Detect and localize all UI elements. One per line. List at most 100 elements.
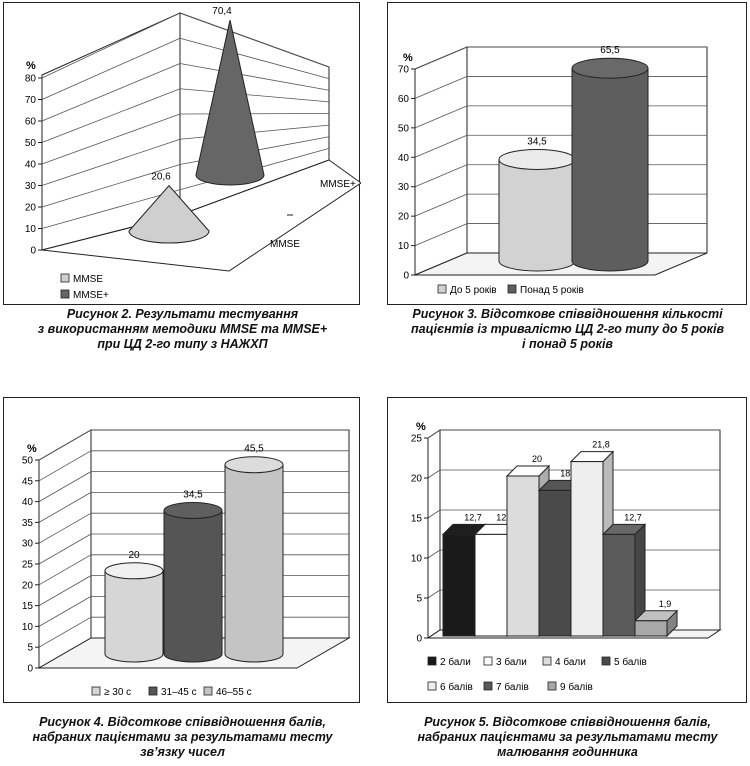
caption-line: і понад 5 років bbox=[522, 337, 613, 351]
legend-swatch bbox=[60, 289, 70, 299]
bar-cylinder-body bbox=[498, 158, 576, 272]
gridline-side bbox=[427, 469, 441, 479]
gridline-side bbox=[41, 138, 181, 186]
data-label: 65,5 bbox=[600, 45, 620, 56]
legend-label: MMSE+ bbox=[73, 290, 109, 301]
gridline-side bbox=[41, 164, 181, 208]
bar-cylinder-top bbox=[163, 501, 223, 519]
data-label: 12,7 bbox=[496, 512, 514, 522]
caption-line: набраних пацієнтами за результатами тест… bbox=[32, 730, 333, 744]
figure-3-caption: Рисунок 3. Відсоткове співвідношення кіл… bbox=[385, 307, 750, 352]
y-tick-label: 0 bbox=[403, 271, 409, 282]
legend-swatch bbox=[483, 681, 493, 691]
gridline-side bbox=[38, 616, 92, 648]
gridline-side bbox=[414, 76, 468, 99]
y-tick-label: 80 bbox=[25, 74, 37, 85]
y-tick-label: 20 bbox=[25, 203, 37, 214]
gridline-side bbox=[414, 105, 468, 129]
legend-swatch bbox=[601, 656, 611, 666]
y-tick-label: 0 bbox=[30, 246, 36, 257]
gridline bbox=[179, 113, 330, 115]
legend-label: 6 балів bbox=[440, 681, 473, 693]
category-label: MMSE bbox=[270, 239, 300, 250]
gridline-side bbox=[427, 589, 441, 599]
data-label: 34,5 bbox=[183, 489, 203, 500]
bar-front bbox=[506, 475, 540, 637]
gridline-side bbox=[414, 193, 468, 217]
bar-cylinder-top bbox=[571, 57, 649, 79]
y-tick-label: 40 bbox=[25, 160, 37, 171]
bar-cylinder-top bbox=[498, 148, 576, 170]
legend-label: 9 балів bbox=[560, 681, 593, 693]
caption-line: Рисунок 4. Відсоткове співвідношення бал… bbox=[39, 715, 326, 729]
gridline-side bbox=[427, 509, 441, 519]
bar-cylinder-body bbox=[104, 570, 164, 663]
y-tick-label: 30 bbox=[22, 539, 34, 550]
gridline-side bbox=[38, 492, 92, 523]
y-tick-label: 50 bbox=[22, 456, 34, 467]
legend-swatch bbox=[542, 656, 552, 666]
legend-swatch bbox=[547, 681, 557, 691]
gridline-side bbox=[414, 134, 468, 158]
bar-front bbox=[474, 533, 508, 637]
gridline-side bbox=[41, 189, 181, 229]
caption-line: набраних пацієнтами за результатами тест… bbox=[417, 730, 718, 744]
y-tick-label: 45 bbox=[22, 476, 34, 487]
bar-front bbox=[602, 533, 636, 637]
gridline bbox=[179, 12, 330, 68]
data-label: 18,2 bbox=[560, 468, 578, 478]
gridline-side bbox=[427, 549, 441, 559]
y-tick-label: 60 bbox=[398, 94, 410, 105]
y-tick-label: 10 bbox=[411, 554, 423, 565]
y-tick-label: 15 bbox=[22, 601, 34, 612]
y-tick-label: 20 bbox=[411, 474, 423, 485]
y-tick-label: 0 bbox=[27, 664, 33, 675]
chart-panel-figure-2: 0 10 20 30 40 50 60 70 80% 20,6 70,4 MMSE MMSE+ MMSE M… bbox=[3, 2, 361, 305]
data-label: 20,6 bbox=[151, 172, 171, 183]
data-label: 21,8 bbox=[592, 440, 610, 450]
caption-line: Рисунок 2. Результати тестування bbox=[66, 307, 299, 321]
y-tick-label: 5 bbox=[416, 594, 422, 605]
y-tick-label: 0 bbox=[416, 634, 422, 645]
bar-cylinder-body bbox=[224, 464, 284, 663]
y-tick-label: 60 bbox=[25, 117, 37, 128]
y-axis-unit: % bbox=[27, 443, 37, 455]
y-axis-unit: % bbox=[26, 60, 36, 72]
bar-front bbox=[634, 620, 668, 637]
y-tick-label: 10 bbox=[22, 622, 34, 633]
y-tick-label: 40 bbox=[22, 497, 34, 508]
y-tick-label: 25 bbox=[411, 434, 423, 445]
legend-label: 31–45 c bbox=[161, 687, 197, 698]
gridline-side bbox=[414, 46, 468, 70]
y-tick-label: 20 bbox=[398, 212, 410, 223]
chart-5-svg: 0 5 10 15 20 25% 12,7 12,7 20 18,2 21,8 12,7 1,9 2 ба… bbox=[411, 421, 722, 693]
y-tick-label: 40 bbox=[398, 153, 410, 164]
caption-line: Рисунок 5. Відсоткове співвідношення бал… bbox=[424, 715, 711, 729]
y-tick-label: 35 bbox=[22, 518, 34, 529]
chart-panel-figure-4: 0 5 10 15 20 25 30 35 40 45 50% 20 34,5 45,5 ≥ 30 c 31–… bbox=[3, 397, 360, 703]
legend-swatch bbox=[427, 681, 437, 691]
chart-panel-figure-3: 0 10 20 30 40 50 60 70% 34,5 65,5 До 5 років Понад … bbox=[387, 2, 747, 305]
cone-bar bbox=[195, 20, 265, 186]
data-label: 1,9 bbox=[659, 599, 672, 609]
data-label: 45,5 bbox=[244, 444, 264, 455]
gridline bbox=[179, 37, 330, 80]
legend-swatch bbox=[203, 686, 213, 696]
gridline-side bbox=[41, 63, 181, 122]
legend-swatch bbox=[507, 284, 517, 294]
chart-panel-figure-5: 0 5 10 15 20 25% 12,7 12,7 20 18,2 21,8 12,7 1,9 2 ба… bbox=[387, 397, 747, 703]
gridline-side bbox=[38, 533, 92, 565]
bar-front bbox=[442, 533, 476, 637]
gridline-side bbox=[414, 164, 468, 188]
legend-swatch bbox=[483, 656, 493, 666]
legend-label: 2 бали bbox=[440, 656, 471, 668]
legend-swatch bbox=[60, 273, 70, 283]
gridline-side bbox=[427, 429, 441, 439]
y-tick-label: 70 bbox=[25, 95, 37, 106]
chart-3-svg: 0 10 20 30 40 50 60 70% 34,5 65,5 До 5 років Понад … bbox=[398, 45, 708, 296]
y-tick-label: 10 bbox=[25, 224, 37, 235]
legend-swatch bbox=[148, 686, 158, 696]
legend-label: До 5 років bbox=[450, 285, 497, 296]
y-tick-label: 50 bbox=[25, 138, 37, 149]
bar-cylinder-body bbox=[571, 67, 649, 272]
